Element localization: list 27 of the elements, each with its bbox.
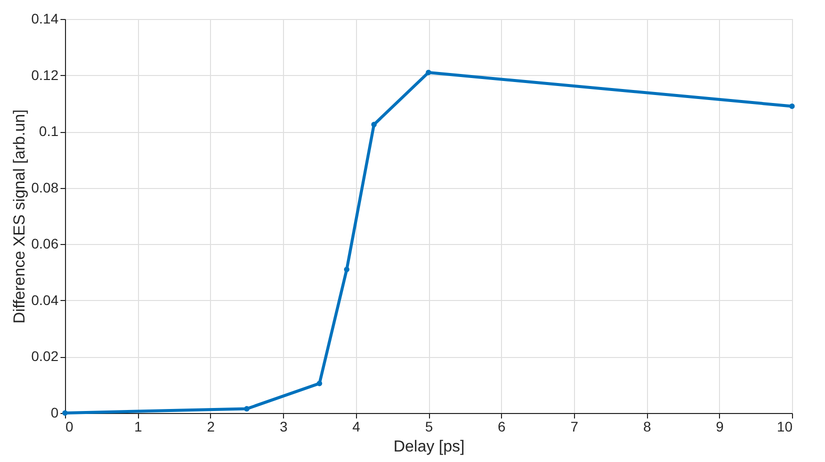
y-tick-label: 0.1 bbox=[39, 123, 59, 140]
point bbox=[244, 406, 250, 412]
x-tick-label: 9 bbox=[716, 418, 724, 434]
y-axis-title: Difference XES signal [arb.un] bbox=[11, 109, 28, 324]
y-tick-label: 0.02 bbox=[31, 348, 59, 364]
point bbox=[344, 266, 350, 272]
x-tick-label: 0 bbox=[66, 418, 74, 434]
x-tick-label: 10 bbox=[776, 418, 793, 434]
point bbox=[426, 70, 432, 76]
y-tick-label: 0.12 bbox=[31, 66, 59, 83]
x-tick-label: 7 bbox=[570, 418, 578, 434]
y-tick-label: 0.06 bbox=[31, 236, 59, 252]
x-tick-label: 4 bbox=[352, 418, 360, 434]
x-tick-label: 1 bbox=[134, 418, 142, 434]
point bbox=[316, 380, 322, 386]
x-tick-label: 6 bbox=[498, 418, 506, 434]
y-tick-label: 0.04 bbox=[31, 292, 59, 308]
x-tick-label: 3 bbox=[280, 418, 288, 434]
x-tick-label: 5 bbox=[425, 418, 434, 434]
x-tick-label: 2 bbox=[207, 418, 215, 434]
y-tick-label: 0.08 bbox=[31, 179, 59, 196]
y-tick-label: 0.14 bbox=[31, 10, 59, 26]
y-tick-label: 0 bbox=[50, 404, 59, 420]
x-axis-title: Delay [ps] bbox=[393, 438, 465, 456]
point bbox=[789, 104, 795, 109]
point bbox=[371, 122, 377, 128]
x-tick-label: 8 bbox=[643, 418, 652, 434]
